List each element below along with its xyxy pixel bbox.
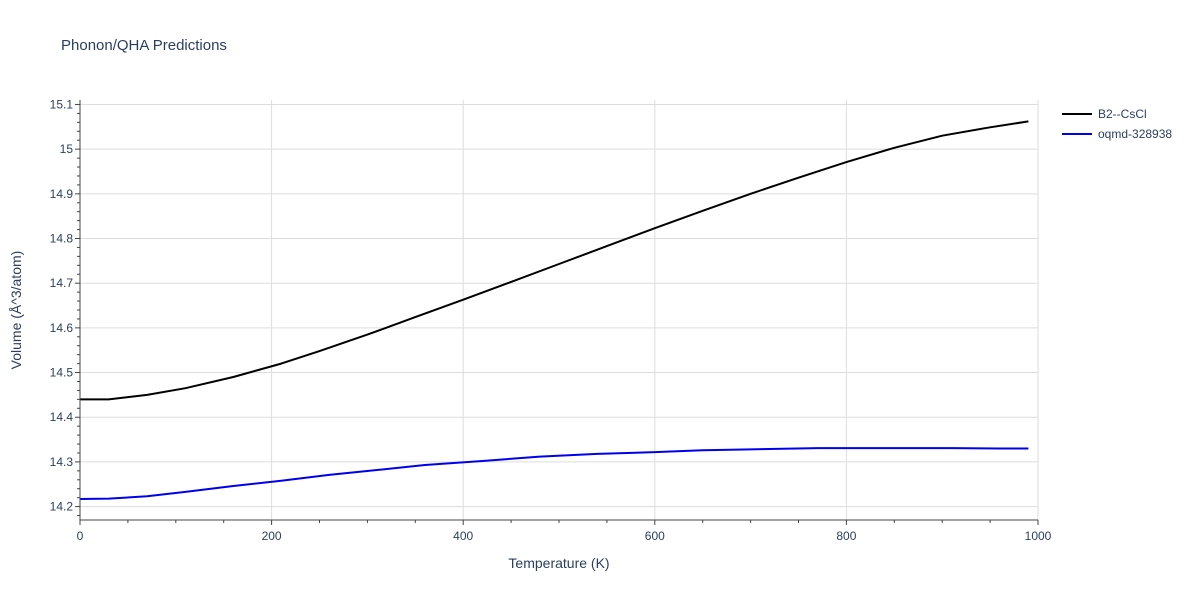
legend-label: B2--CsCl: [1098, 107, 1147, 121]
x-tick-label: 400: [453, 529, 473, 543]
y-tick-label: 14.6: [50, 321, 74, 335]
x-tick-label: 1000: [1025, 529, 1052, 543]
y-tick-label: 14.3: [50, 455, 74, 469]
chart-title: Phonon/QHA Predictions: [61, 37, 227, 54]
plot-area[interactable]: [79, 120, 1029, 500]
y-tick-label: 14.2: [50, 500, 74, 514]
grid-lines: [80, 100, 1039, 520]
y-tick-label: 14.5: [50, 366, 74, 380]
y-tick-label: 15: [60, 142, 74, 156]
series-line-1: [79, 447, 1029, 500]
x-tick-label: 0: [77, 529, 84, 543]
y-tick-label: 14.4: [50, 410, 74, 424]
axes: [75, 100, 1039, 525]
y-tick-label: 15.1: [50, 97, 74, 111]
y-tick-label: 14.8: [50, 232, 74, 246]
y-tick-label: 14.7: [50, 276, 74, 290]
tick-labels: 0 200 400 600 800 1000 14.2 14.3 14.4 14.5 14.6 14.…: [50, 97, 1052, 543]
x-axis-title: Temperature (K): [508, 555, 609, 571]
y-axis-title: Volume (Å^3/atom): [8, 251, 24, 370]
x-tick-label: 200: [262, 529, 282, 543]
x-tick-label: 600: [645, 529, 665, 543]
x-tick-label: 800: [836, 529, 856, 543]
y-tick-label: 14.9: [50, 187, 74, 201]
legend-label: oqmd-328938: [1098, 127, 1172, 141]
legend[interactable]: B2--CsCl oqmd-328938: [1062, 107, 1172, 141]
series-line-0: [80, 120, 1029, 401]
